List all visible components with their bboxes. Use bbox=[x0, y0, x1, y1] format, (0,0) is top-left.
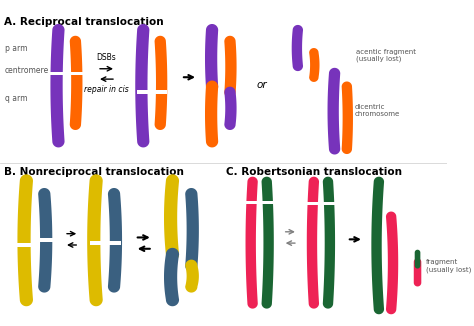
Bar bbox=[307, 202, 335, 205]
Text: A. Reciprocal translocation: A. Reciprocal translocation bbox=[4, 17, 164, 27]
Polygon shape bbox=[185, 259, 199, 292]
Bar bbox=[90, 241, 121, 245]
Polygon shape bbox=[262, 177, 274, 309]
Text: acentic fragment
(usually lost): acentic fragment (usually lost) bbox=[356, 49, 416, 63]
Polygon shape bbox=[224, 87, 237, 130]
Bar bbox=[39, 238, 53, 242]
Text: repair in cis: repair in cis bbox=[84, 85, 129, 94]
Polygon shape bbox=[164, 248, 179, 306]
Polygon shape bbox=[246, 177, 258, 309]
Text: centromere: centromere bbox=[5, 66, 49, 75]
Polygon shape bbox=[292, 25, 303, 71]
Polygon shape bbox=[164, 174, 179, 261]
Polygon shape bbox=[415, 250, 420, 269]
Bar bbox=[50, 72, 64, 75]
Polygon shape bbox=[414, 258, 421, 287]
Polygon shape bbox=[135, 24, 149, 147]
Polygon shape bbox=[328, 68, 340, 155]
Polygon shape bbox=[371, 177, 384, 314]
Polygon shape bbox=[323, 177, 335, 309]
Bar bbox=[262, 201, 274, 204]
Text: fragment
(usually lost): fragment (usually lost) bbox=[426, 259, 471, 273]
Polygon shape bbox=[309, 48, 319, 82]
Bar bbox=[17, 243, 32, 247]
Polygon shape bbox=[224, 36, 237, 98]
Polygon shape bbox=[70, 36, 82, 130]
Text: dicentric
chromosome: dicentric chromosome bbox=[355, 104, 400, 117]
Polygon shape bbox=[155, 36, 167, 130]
Text: p arm: p arm bbox=[5, 44, 27, 53]
Text: C. Robertsonian translocation: C. Robertsonian translocation bbox=[226, 167, 402, 177]
Text: or: or bbox=[257, 80, 267, 90]
Bar bbox=[137, 90, 167, 94]
Polygon shape bbox=[342, 82, 353, 154]
Polygon shape bbox=[18, 174, 33, 306]
Bar bbox=[70, 72, 83, 75]
Polygon shape bbox=[205, 81, 218, 147]
Polygon shape bbox=[205, 24, 218, 93]
Bar bbox=[246, 201, 258, 204]
Polygon shape bbox=[50, 24, 64, 147]
Polygon shape bbox=[87, 174, 103, 306]
Polygon shape bbox=[108, 188, 122, 292]
Polygon shape bbox=[386, 212, 398, 314]
Text: q arm: q arm bbox=[5, 95, 27, 103]
Polygon shape bbox=[307, 177, 319, 309]
Polygon shape bbox=[185, 188, 199, 272]
Text: B. Nonreciprocal translocation: B. Nonreciprocal translocation bbox=[4, 167, 183, 177]
Polygon shape bbox=[38, 188, 52, 292]
Text: DSBs: DSBs bbox=[97, 53, 117, 62]
